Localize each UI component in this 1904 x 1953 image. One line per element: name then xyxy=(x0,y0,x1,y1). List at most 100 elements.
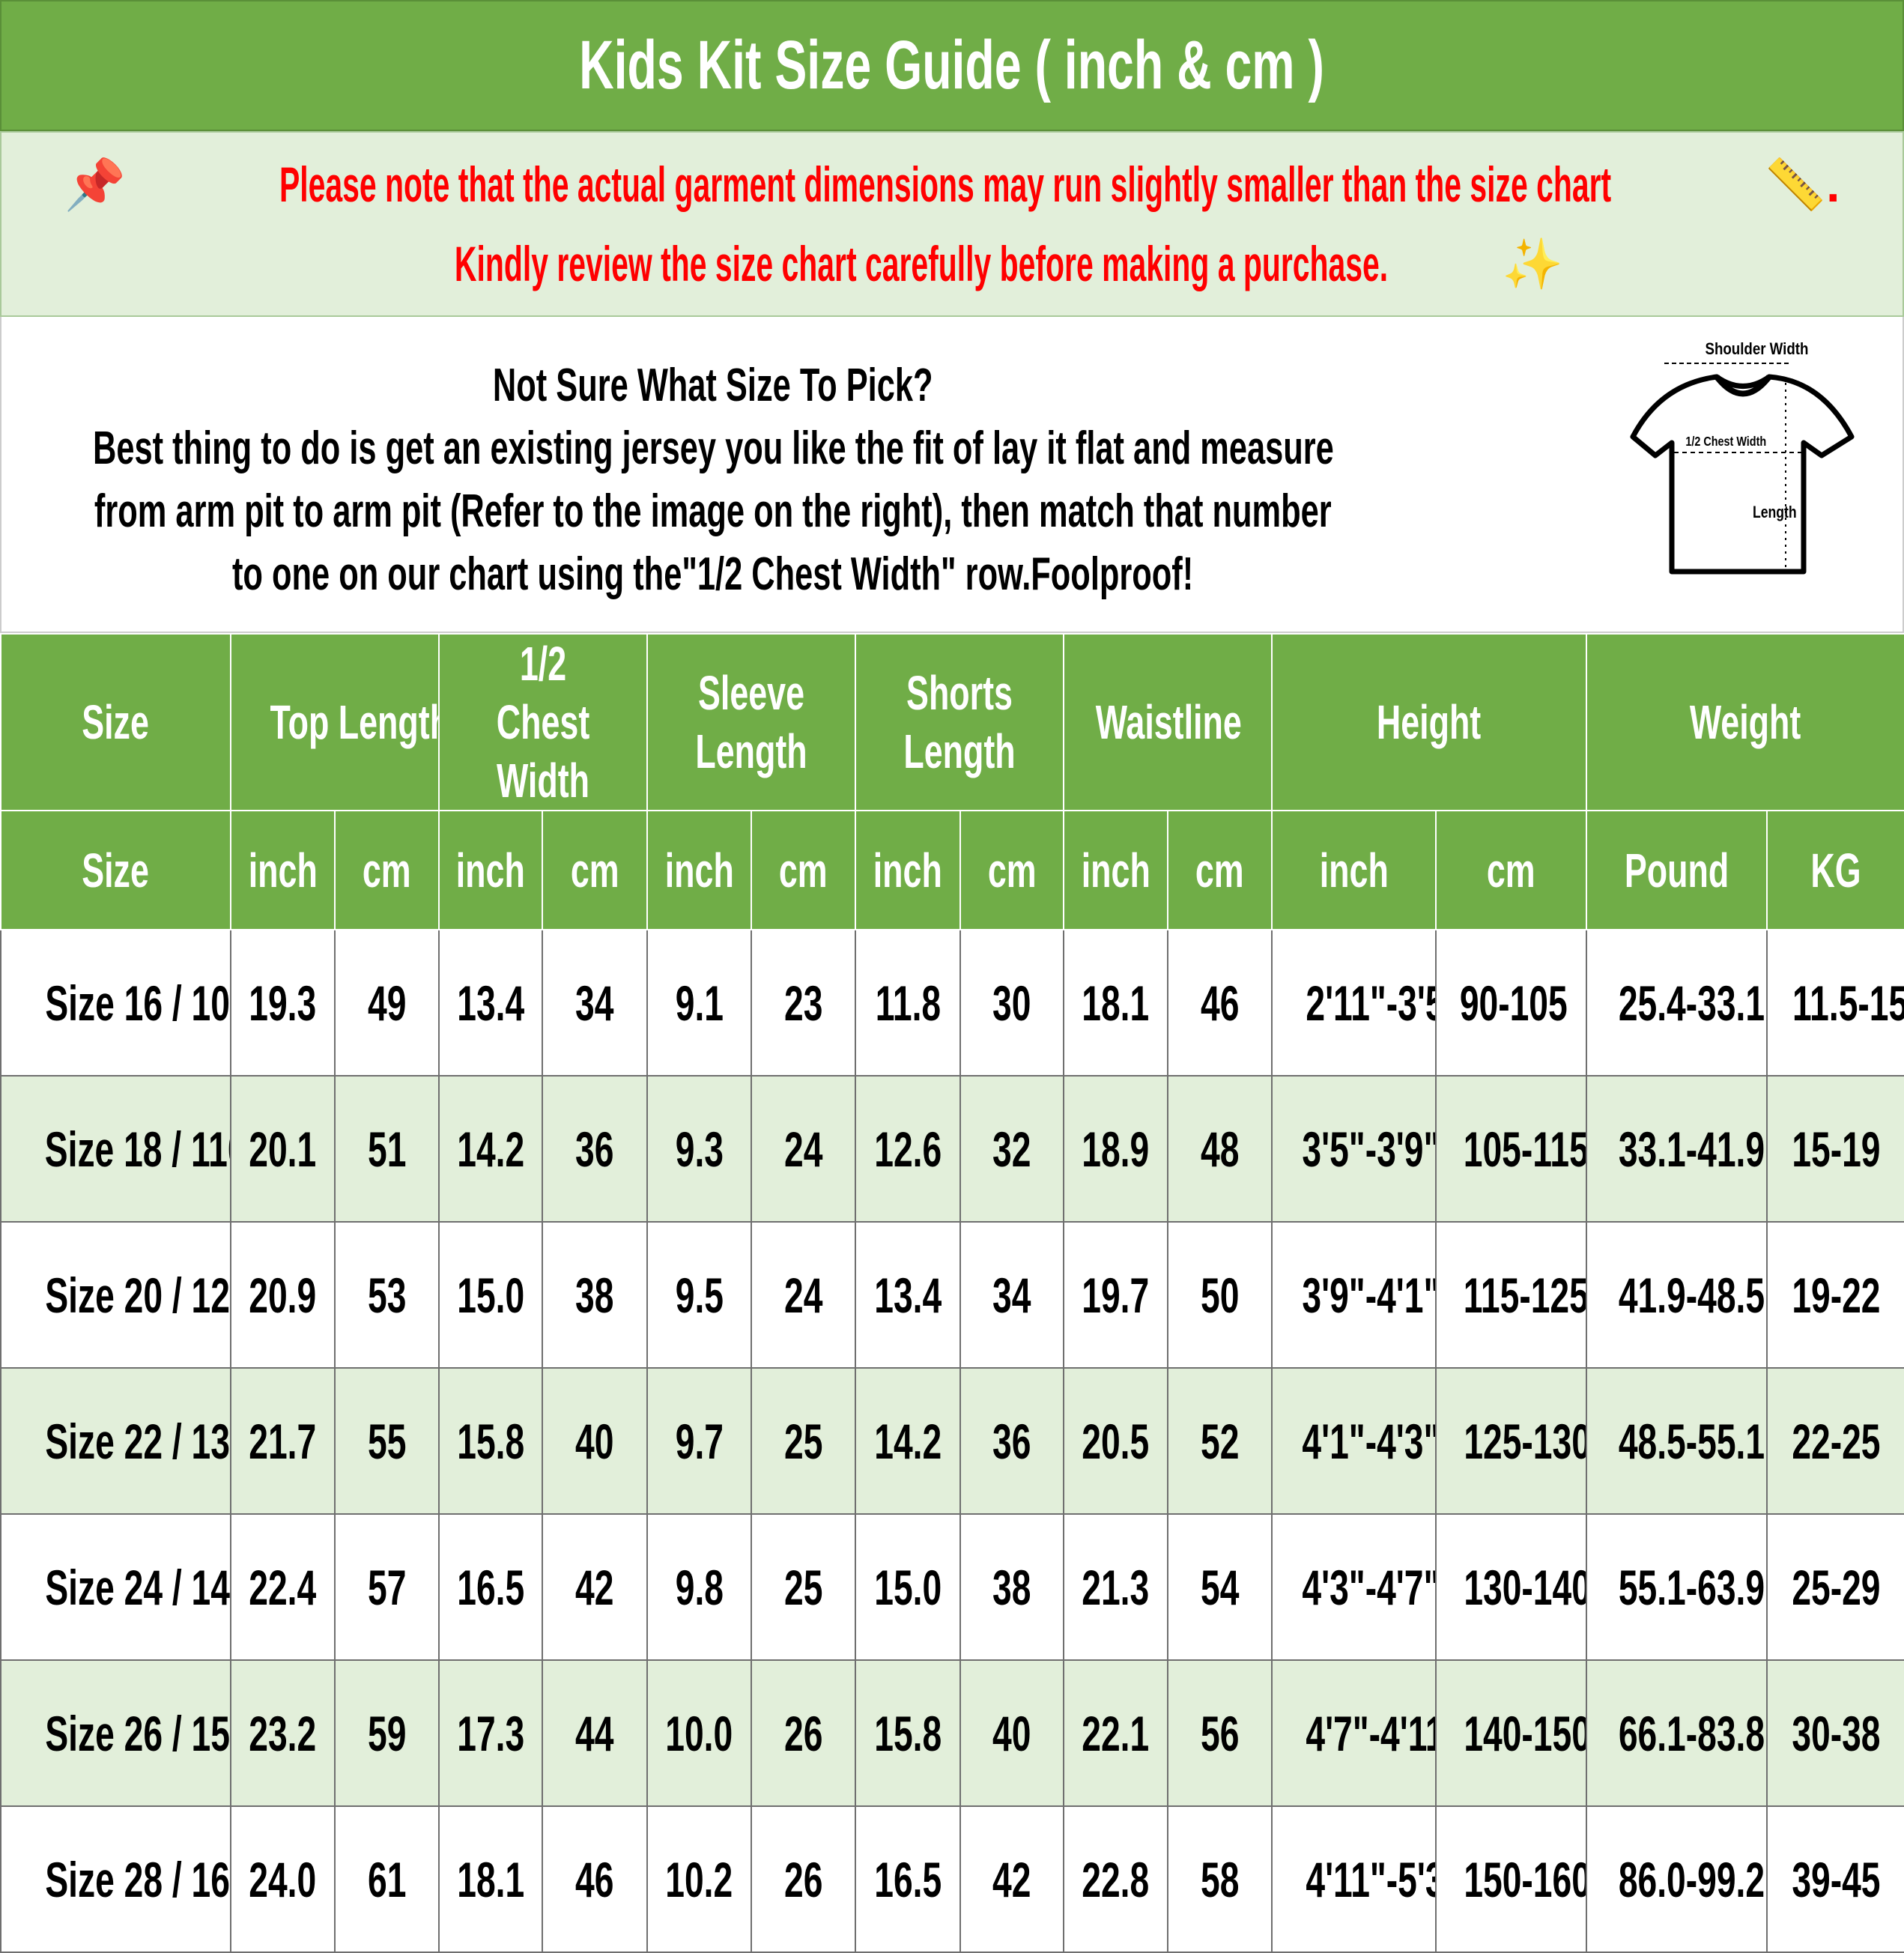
value-cell: 9.3 xyxy=(646,1075,752,1223)
value-cell: 38 xyxy=(542,1221,648,1369)
value-cell: 130-140 xyxy=(1435,1513,1587,1661)
unit-header-row: Size inch cm inch cm inch cm inch cm inch cm inch cm… xyxy=(0,810,1904,930)
value-cell: 38 xyxy=(959,1513,1064,1661)
value-cell: 86.0-99.2 xyxy=(1586,1805,1768,1953)
header-waistline: Waistline xyxy=(1063,633,1273,811)
value-cell: 9.1 xyxy=(646,929,752,1077)
value-cell: 48 xyxy=(1167,1075,1273,1223)
header-weight: Weight xyxy=(1586,633,1904,811)
value-cell: 15.8 xyxy=(855,1659,961,1807)
value-cell: 25-29 xyxy=(1766,1513,1904,1661)
value-cell: 9.5 xyxy=(646,1221,752,1369)
value-cell: 56 xyxy=(1167,1659,1273,1807)
value-cell: 42 xyxy=(542,1513,648,1661)
value-cell: 57 xyxy=(334,1513,440,1661)
value-cell: 34 xyxy=(542,929,648,1077)
value-cell: 32 xyxy=(959,1075,1064,1223)
header-top-length: Top Length xyxy=(230,633,440,811)
size-cell: Size 20 / 120 xyxy=(0,1221,231,1369)
value-cell: 26 xyxy=(751,1805,856,1953)
value-cell: 125-130 xyxy=(1435,1367,1587,1515)
value-cell: 21.3 xyxy=(1063,1513,1168,1661)
value-cell: 22.4 xyxy=(230,1513,336,1661)
unit-header: inch xyxy=(230,810,336,930)
value-cell: 21.7 xyxy=(230,1367,336,1515)
value-cell: 15-19 xyxy=(1766,1075,1904,1223)
value-cell: 18.1 xyxy=(1063,929,1168,1077)
chest-width-label: 1/2 Chest Width xyxy=(1685,434,1766,449)
value-cell: 10.2 xyxy=(646,1805,752,1953)
value-cell: 30 xyxy=(959,929,1064,1077)
value-cell: 15.0 xyxy=(438,1221,543,1369)
size-cell: Size 24 / 140 xyxy=(0,1513,231,1661)
value-cell: 39-45 xyxy=(1766,1805,1904,1953)
header-height: Height xyxy=(1271,633,1587,811)
value-cell: 22.8 xyxy=(1063,1805,1168,1953)
value-cell: 105-115 xyxy=(1435,1075,1587,1223)
value-cell: 52 xyxy=(1167,1367,1273,1515)
value-cell: 4'3"-4'7" xyxy=(1271,1513,1437,1661)
value-cell: 3'5"-3'9" xyxy=(1271,1075,1437,1223)
unit-header: cm xyxy=(1435,810,1587,930)
value-cell: 115-125 xyxy=(1435,1221,1587,1369)
value-cell: 4'11"-5'3" xyxy=(1271,1805,1437,1953)
advice-line: from arm pit to arm pit (Refer to the im… xyxy=(94,485,1332,537)
table-row: Size 20 / 120 20.9 53 15.0 38 9.5 24 13.4 34 19.7… xyxy=(0,1221,1904,1369)
value-cell: 13.4 xyxy=(855,1221,961,1369)
value-cell: 36 xyxy=(542,1075,648,1223)
value-cell: 55 xyxy=(334,1367,440,1515)
value-cell: 19.3 xyxy=(230,929,336,1077)
value-cell: 10.0 xyxy=(646,1659,752,1807)
note-line-1: 📌 Please note that the actual garment dim… xyxy=(64,157,1840,212)
value-cell: 26 xyxy=(751,1659,856,1807)
unit-header: inch xyxy=(438,810,543,930)
value-cell: 11.5-15 xyxy=(1766,929,1904,1077)
value-cell: 4'1"-4'3" xyxy=(1271,1367,1437,1515)
value-cell: 46 xyxy=(542,1805,648,1953)
header-size: Size xyxy=(0,633,231,811)
value-cell: 25 xyxy=(751,1367,856,1515)
group-header-row: Size Top Length 1/2 Chest Width Sleeve L… xyxy=(0,633,1904,811)
value-cell: 44 xyxy=(542,1659,648,1807)
value-cell: 16.5 xyxy=(438,1513,543,1661)
value-cell: 33.1-41.9 xyxy=(1586,1075,1768,1223)
note-line-2: Kindly review the size chart carefully b… xyxy=(454,236,1564,291)
value-cell: 13.4 xyxy=(438,929,543,1077)
value-cell: 3'9"-4'1" xyxy=(1271,1221,1437,1369)
value-cell: 40 xyxy=(542,1367,648,1515)
unit-header: KG xyxy=(1766,810,1904,930)
value-cell: 9.7 xyxy=(646,1367,752,1515)
value-cell: 24.0 xyxy=(230,1805,336,1953)
size-note: 📌 Please note that the actual garment dim… xyxy=(0,131,1904,317)
size-cell: Size 16 / 100 xyxy=(0,929,231,1077)
table-row: Size 16 / 100 19.3 49 13.4 34 9.1 23 11.8 30 18.1… xyxy=(0,929,1904,1077)
unit-header: cm xyxy=(334,810,440,930)
value-cell: 11.8 xyxy=(855,929,961,1077)
value-cell: 42 xyxy=(959,1805,1064,1953)
value-cell: 24 xyxy=(751,1075,856,1223)
value-cell: 34 xyxy=(959,1221,1064,1369)
value-cell: 40 xyxy=(959,1659,1064,1807)
table-row: Size 26 / 150 23.2 59 17.3 44 10.0 26 15.8 40 22.… xyxy=(0,1659,1904,1807)
table-row: Size 18 / 110 20.1 51 14.2 36 9.3 24 12.6 32 18.9… xyxy=(0,1075,1904,1223)
value-cell: 49 xyxy=(334,929,440,1077)
value-cell: 23.2 xyxy=(230,1659,336,1807)
header-sleeve-length: Sleeve Length xyxy=(646,633,856,811)
size-cell: Size 18 / 110 xyxy=(0,1075,231,1223)
value-cell: 20.9 xyxy=(230,1221,336,1369)
value-cell: 24 xyxy=(751,1221,856,1369)
value-cell: 50 xyxy=(1167,1221,1273,1369)
advice-line: to one on our chart using the"1/2 Chest … xyxy=(232,548,1194,600)
unit-header: cm xyxy=(542,810,648,930)
unit-header: cm xyxy=(1167,810,1273,930)
value-cell: 90-105 xyxy=(1435,929,1587,1077)
value-cell: 20.5 xyxy=(1063,1367,1168,1515)
unit-header: cm xyxy=(959,810,1064,930)
value-cell: 4'7"-4'11" xyxy=(1271,1659,1437,1807)
value-cell: 14.2 xyxy=(855,1367,961,1515)
sparkles-icon: ✨ xyxy=(1501,236,1564,291)
value-cell: 150-160 xyxy=(1435,1805,1587,1953)
value-cell: 12.6 xyxy=(855,1075,961,1223)
value-cell: 19.7 xyxy=(1063,1221,1168,1369)
header-chest-width: 1/2 Chest Width xyxy=(438,633,648,811)
